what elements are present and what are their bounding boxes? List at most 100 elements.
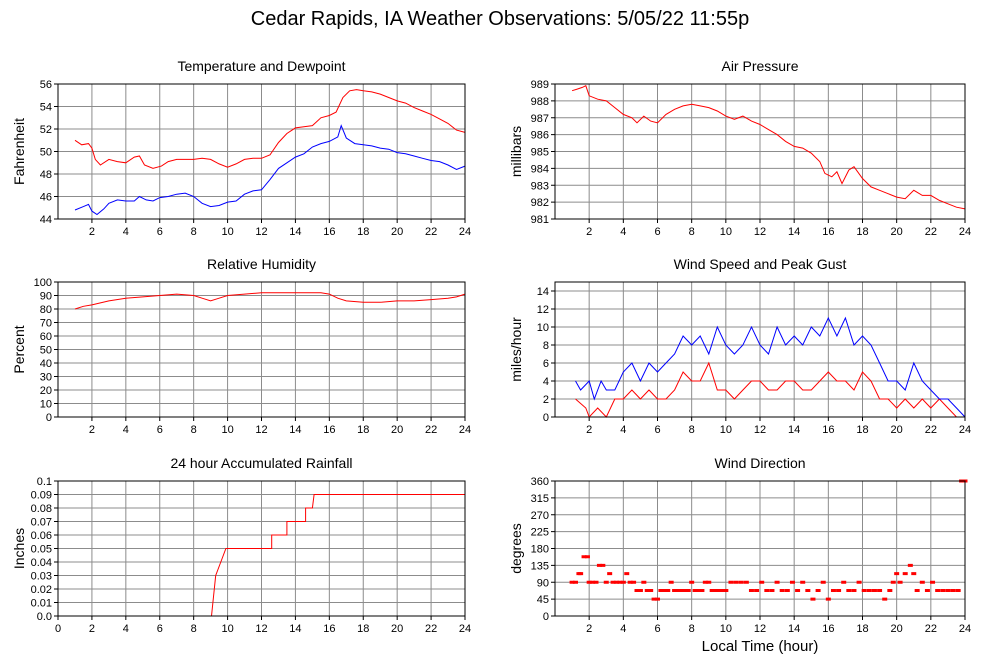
data-point: [836, 589, 842, 592]
data-point: [573, 580, 578, 584]
x-tick-label: 20: [391, 424, 403, 436]
y-tick-label: 45: [537, 594, 549, 606]
x-tick-label: 24: [459, 226, 471, 238]
x-tick-label: 14: [788, 226, 800, 238]
data-point: [648, 589, 654, 592]
data-point: [702, 580, 708, 584]
x-tick-label: 12: [255, 623, 267, 635]
y-tick-label: 10: [40, 399, 52, 411]
x-tick-label: 8: [191, 226, 197, 238]
data-point: [759, 580, 765, 584]
y-tick-label: 0.06: [31, 530, 52, 542]
data-point: [661, 589, 667, 592]
x-tick-label: 8: [689, 226, 695, 238]
data-point: [805, 589, 811, 592]
x-tick-label: 10: [720, 226, 732, 238]
x-tick-label: 10: [221, 424, 233, 436]
data-point: [723, 589, 729, 592]
y-tick-label: 90: [40, 291, 52, 303]
y-tick-label: 0.04: [31, 557, 52, 569]
y-tick-label: 987: [531, 113, 549, 125]
x-tick-label: 12: [754, 424, 766, 436]
x-tick-label: 10: [221, 623, 233, 635]
x-tick-label: 12: [754, 623, 766, 635]
data-point: [774, 580, 780, 584]
data-point: [887, 589, 893, 592]
y-tick-label: 0.08: [31, 503, 52, 515]
y-tick-label: 982: [531, 197, 549, 209]
x-tick-label: 24: [959, 623, 971, 635]
data-point: [620, 580, 626, 584]
y-tick-label: 46: [40, 192, 52, 204]
x-tick-label: 16: [323, 623, 335, 635]
data-point: [569, 580, 575, 584]
y-tick-label: 986: [531, 130, 549, 142]
y-axis-label: Fahrenheit: [11, 118, 27, 185]
series-line: [571, 85, 966, 210]
y-tick-label: 48: [40, 169, 52, 181]
x-tick-label: 24: [459, 623, 471, 635]
y-tick-label: 0.09: [31, 490, 52, 502]
data-point: [581, 555, 587, 559]
x-tick-label: 2: [586, 226, 592, 238]
data-point: [866, 589, 872, 592]
data-point: [779, 589, 785, 592]
y-tick-label: 0.02: [31, 584, 52, 596]
data-point: [902, 572, 908, 576]
y-tick-label: 100: [34, 277, 52, 289]
data-point: [709, 589, 715, 592]
x-tick-label: 14: [788, 424, 800, 436]
data-point: [699, 589, 705, 592]
y-tick-label: 40: [40, 358, 52, 370]
data-point: [586, 580, 592, 584]
data-point: [607, 572, 613, 576]
data-point: [719, 589, 725, 592]
data-point: [631, 580, 637, 584]
data-point: [924, 589, 930, 592]
y-tick-label: 0.01: [31, 598, 52, 610]
x-tick-label: 14: [788, 623, 800, 635]
data-point: [820, 580, 826, 584]
x-tick-label: 16: [822, 623, 834, 635]
data-point: [672, 589, 678, 592]
data-point: [743, 580, 749, 584]
data-point: [800, 580, 806, 584]
x-tick-label: 2: [586, 424, 592, 436]
y-tick-label: 984: [531, 163, 549, 175]
y-tick-label: 225: [531, 527, 549, 539]
data-point: [930, 580, 936, 584]
x-tick-label: 14: [289, 424, 301, 436]
y-axis-label: Percent: [11, 325, 27, 373]
data-point: [748, 589, 754, 592]
x-tick-label: 10: [720, 623, 732, 635]
y-tick-label: 0: [543, 412, 549, 424]
data-point: [655, 597, 660, 601]
x-tick-label: 4: [123, 226, 129, 238]
data-point: [603, 580, 609, 584]
data-point: [950, 589, 956, 592]
x-tick-label: 10: [720, 424, 732, 436]
x-tick-label: 2: [89, 424, 95, 436]
x-tick-label: 6: [654, 226, 660, 238]
x-tick-label: 22: [925, 226, 937, 238]
data-point: [754, 589, 760, 592]
y-tick-label: 4: [543, 376, 549, 388]
y-tick-label: 0.07: [31, 517, 52, 529]
y-tick-label: 80: [40, 304, 52, 316]
data-point: [658, 589, 664, 592]
series-line: [74, 89, 466, 169]
chart-title: 24 hour Accumulated Rainfall: [170, 455, 352, 471]
data-point: [590, 580, 596, 584]
data-point: [578, 572, 584, 576]
x-tick-label: 18: [357, 623, 369, 635]
y-tick-label: 2: [543, 394, 549, 406]
data-point: [713, 589, 719, 592]
y-axis-label: miles/hour: [508, 317, 524, 382]
data-point: [728, 580, 734, 584]
x-tick-label: 24: [959, 226, 971, 238]
